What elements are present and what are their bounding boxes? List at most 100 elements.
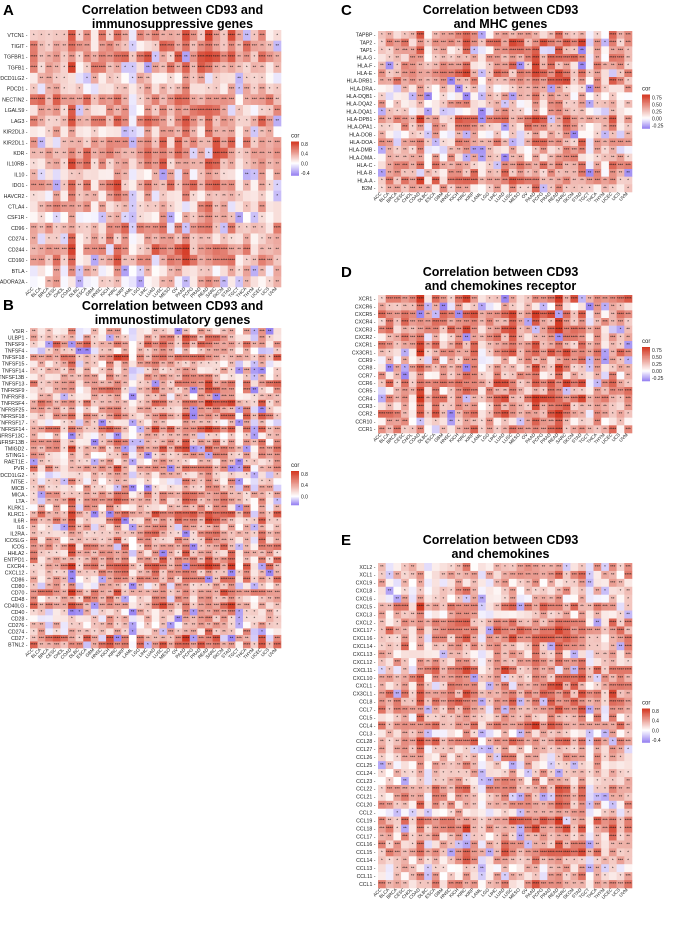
significance-mark: * [269,622,271,627]
significance-mark: *** [100,354,106,359]
heatmap-cell [159,265,168,277]
significance-mark: * [246,616,248,621]
significance-mark: *** [229,387,235,392]
significance-mark: *** [410,55,416,60]
significance-mark: **** [160,150,167,155]
heatmap-cell [83,465,92,472]
heatmap-cell [204,406,213,414]
significance-mark: ** [184,328,188,333]
significance-mark: ** [199,182,203,187]
significance-mark: ** [603,63,607,68]
heatmap-cell [128,94,137,106]
significance-mark: **** [220,452,227,457]
heatmap-cell [227,72,236,84]
gene-label: CD276 - [8,623,28,629]
significance-mark: * [33,583,35,588]
significance-mark: **** [175,537,182,542]
significance-mark: ** [230,485,234,490]
significance-mark: **** [152,570,159,575]
significance-mark: *** [145,524,151,529]
heatmap-cell [174,147,183,159]
heatmap-cell [227,523,236,531]
significance-mark: **** [114,498,121,503]
significance-mark: **** [91,590,98,595]
significance-mark: ** [230,544,234,549]
heatmap-cell [106,233,114,245]
significance-mark: * [132,577,134,582]
significance-mark: ** [275,505,279,510]
heatmap-cell [75,412,84,420]
significance-mark: **** [68,413,75,418]
heatmap-cell [189,201,198,213]
heatmap-cell [242,556,251,564]
significance-mark: *** [214,43,220,48]
significance-mark: *** [168,544,174,549]
legend-tick-label: 0.0 [301,161,308,167]
heatmap-cell [113,212,122,224]
significance-mark: *** [138,609,144,614]
significance-mark: **** [274,446,281,451]
heatmap-cell [250,471,259,479]
significance-mark: **** [609,32,616,37]
significance-mark: * [101,531,103,536]
heatmap-cell [83,222,92,234]
significance-mark: *** [153,65,159,70]
significance-mark: * [139,452,141,457]
significance-mark: *** [275,531,281,536]
heatmap-cell [113,40,122,52]
heatmap-cell [166,386,175,394]
heatmap-cell [212,478,221,486]
significance-mark: *** [259,622,265,627]
significance-mark: * [101,439,103,444]
heatmap-cell [273,510,282,518]
heatmap-cell [189,179,198,191]
heatmap-cell [159,465,168,472]
significance-mark: * [94,531,96,536]
significance-mark: **** [175,140,182,145]
significance-mark: ** [161,32,165,37]
heatmap-cell [60,530,69,538]
heatmap-cell [265,602,274,610]
significance-mark: ** [47,394,51,399]
heatmap-cell [68,380,76,388]
heatmap-cell [144,126,152,138]
significance-mark: ** [161,622,165,627]
heatmap-cell [227,244,236,256]
heatmap-cell [45,222,54,234]
heatmap-cell [212,432,221,440]
heatmap-cell [182,536,191,544]
heatmap-cell [265,126,274,138]
heatmap-cell [128,83,137,95]
heatmap-cell [235,406,244,414]
significance-mark: *** [199,204,205,209]
heatmap-cell [106,510,114,518]
heatmap-cell [182,373,191,381]
heatmap-cell [45,530,54,538]
significance-mark: *** [39,407,45,412]
heatmap-cell [90,412,99,420]
significance-mark: ** [40,150,44,155]
heatmap-cell [144,425,152,433]
significance-mark: *** [448,63,454,68]
legend-swatch [291,169,299,172]
significance-mark: *** [84,204,90,209]
significance-mark: ** [146,426,150,431]
heatmap-cell [174,40,183,52]
heatmap-cell [60,233,69,245]
significance-mark: ** [47,328,51,333]
significance-mark: ** [230,65,234,70]
significance-mark: **** [205,335,212,340]
gene-label: CD160 - [8,258,28,264]
significance-mark: * [162,609,164,614]
heatmap-cell [30,72,38,84]
significance-mark: *** [160,374,166,379]
significance-mark: ** [245,348,249,353]
heatmap-cell [83,432,92,440]
heatmap-cell [151,222,160,234]
significance-mark: ** [146,387,150,392]
heatmap-cell [378,54,386,62]
gene-label: CD70 - [11,590,28,596]
heatmap-cell [182,425,191,433]
significance-mark: ** [85,629,89,634]
significance-mark: * [41,368,43,373]
